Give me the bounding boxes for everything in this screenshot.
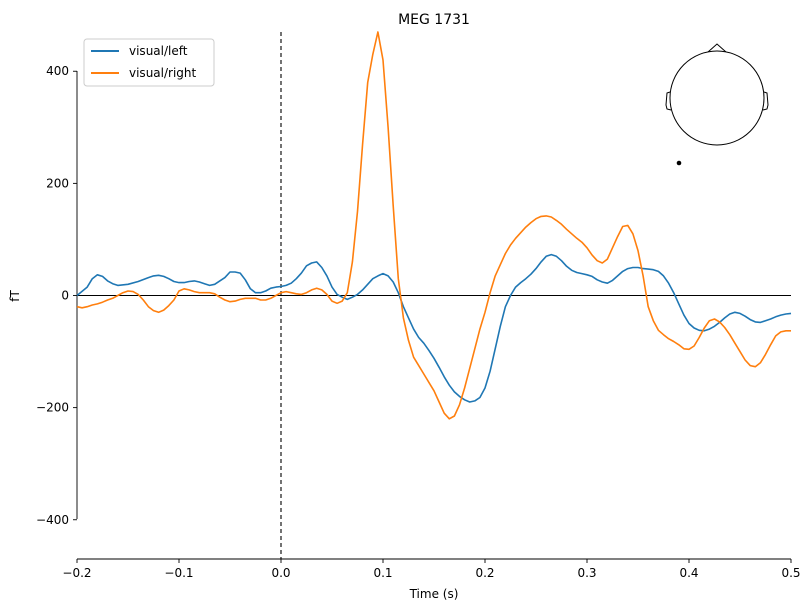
legend-label-visual-left: visual/left: [129, 44, 188, 58]
x-tick-label: 0.0: [271, 566, 290, 580]
head-nose-icon: [707, 43, 727, 53]
x-tick-label: 0.3: [577, 566, 596, 580]
x-tick-label: 0.1: [373, 566, 392, 580]
y-tick-label: −200: [36, 401, 69, 415]
y-tick-label: −400: [36, 513, 69, 527]
series-lines: [76, 31, 792, 420]
x-tick-label: 0.5: [781, 566, 800, 580]
axis-ticks: −0.2 −0.1 0.0 0.1 0.2 0.3 0.4 0.5 −400 −200 0 200 40…: [36, 64, 801, 580]
x-tick-label: 0.4: [679, 566, 698, 580]
x-tick-label: −0.1: [164, 566, 193, 580]
x-tick-label: 0.2: [475, 566, 494, 580]
series-line-visual-right: [76, 31, 791, 420]
legend-label-visual-right: visual/right: [129, 66, 197, 80]
y-tick-label: 0: [61, 289, 69, 303]
sensor-head-map: [665, 43, 769, 166]
legend: visual/left visual/right: [83, 38, 215, 87]
y-axis-label: fT: [8, 290, 22, 302]
y-tick-label: 200: [46, 176, 69, 190]
series-line-visual-left: [76, 253, 792, 403]
head-left-ear-icon: [665, 91, 672, 111]
x-tick-label: −0.2: [62, 566, 91, 580]
y-tick-label: 400: [46, 64, 69, 78]
sensor-location-dot: [676, 160, 682, 166]
chart-title: MEG 1731: [398, 12, 470, 28]
head-right-ear-icon: [762, 91, 769, 111]
x-axis-label: Time (s): [409, 587, 459, 601]
head-outline-icon: [669, 50, 765, 146]
